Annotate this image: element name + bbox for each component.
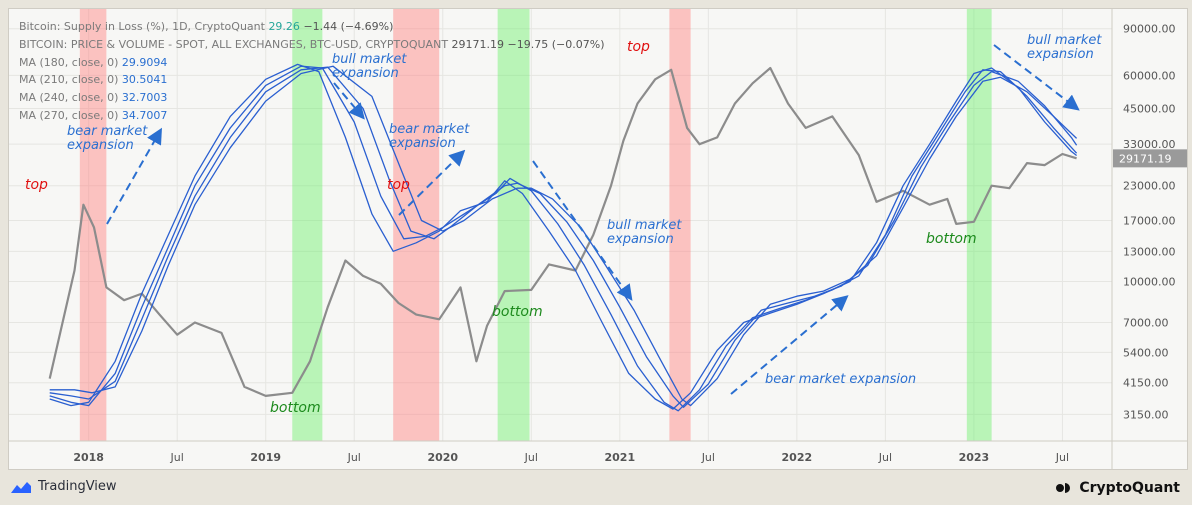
y-tick-label: 5400.00	[1123, 346, 1169, 359]
y-tick-label: 4150.00	[1123, 377, 1169, 390]
cryptoquant-icon	[1056, 483, 1071, 493]
trend-arrow	[993, 44, 1080, 111]
trend-arrow	[730, 295, 849, 395]
tradingview-label: TradingView	[38, 479, 117, 494]
ma-line	[49, 65, 1078, 412]
top-label: top	[25, 177, 48, 193]
bottom-label: bottom	[926, 231, 977, 247]
legend-price-row: BITCOIN: PRICE & VOLUME - SPOT, ALL EXCH…	[19, 36, 605, 54]
x-tick-label: 2021	[604, 451, 635, 464]
x-tick-label: Jul	[170, 451, 184, 464]
legend-ma-label: MA (210, close, 0)	[19, 73, 119, 87]
bottom-label: bottom	[270, 400, 321, 416]
trend-arrow	[106, 127, 162, 225]
legend-ma-label: MA (270, close, 0)	[19, 108, 119, 122]
phase-label: bear market	[389, 122, 470, 137]
y-tick-label: 90000.00	[1123, 23, 1176, 36]
legend-ma-value: 32.7003	[121, 91, 168, 105]
legend-ma-label: MA (180, close, 0)	[19, 55, 119, 69]
x-tick-label: 2022	[782, 451, 813, 464]
phase-label: bear market	[67, 124, 148, 139]
y-tick-label: 17000.00	[1123, 214, 1176, 227]
top-label: top	[387, 177, 410, 193]
trend-arrow	[532, 160, 633, 301]
x-tick-label: Jul	[347, 451, 361, 464]
chart-panel[interactable]: top top top bottom bottom bottom bear market ex…	[8, 8, 1188, 470]
legend-ma-value: 29.9094	[121, 55, 168, 69]
legend-ma-value: 34.7007	[121, 108, 168, 122]
y-tick-label: 45000.00	[1123, 102, 1176, 115]
trend-arrow	[333, 82, 365, 120]
tradingview-icon	[11, 481, 31, 493]
ma-line	[49, 66, 1078, 408]
legend-price-label: BITCOIN: PRICE & VOLUME - SPOT, ALL EXCH…	[19, 37, 449, 51]
legend-ma-row: MA (180, close, 0) 29.9094	[19, 54, 605, 72]
chart-legend: Bitcoin: Supply in Loss (%), 1D, CryptoQ…	[19, 18, 605, 125]
legend-ma-label: MA (240, close, 0)	[19, 91, 119, 105]
cryptoquant-label: CryptoQuant	[1079, 480, 1180, 496]
legend-title-change: −1.44 (−4.69%)	[303, 20, 394, 33]
legend-price-change: −19.75 (−0.07%)	[507, 37, 605, 51]
legend-ma-row: MA (270, close, 0) 34.7007	[19, 107, 605, 125]
bottom-label: bottom	[492, 304, 543, 320]
legend-title: Bitcoin: Supply in Loss (%), 1D, CryptoQ…	[19, 20, 265, 33]
x-tick-label: 2018	[73, 451, 104, 464]
axes: 90000.00 60000.00 45000.00 33000.00 23000.00…	[9, 9, 1187, 469]
ma-line	[49, 63, 1077, 410]
tradingview-logo[interactable]: TradingView	[10, 479, 117, 494]
y-tick-label: 60000.00	[1123, 69, 1176, 82]
phase-label: bull market	[1027, 33, 1102, 48]
y-tick-label: 13000.00	[1123, 245, 1176, 258]
price-tag-label: 29171.19	[1119, 152, 1172, 165]
y-tick-label: 33000.00	[1123, 138, 1176, 151]
phase-label: expansion	[67, 138, 134, 153]
bottom-band	[292, 9, 323, 441]
x-tick-label: Jul	[878, 451, 892, 464]
phase-label: bull market	[332, 52, 407, 67]
x-tick-label: Jul	[701, 451, 715, 464]
x-tick-label: Jul	[1055, 451, 1069, 464]
y-tick-label: 23000.00	[1123, 180, 1176, 193]
phase-label: bear market expansion	[765, 372, 916, 387]
phase-label: expansion	[389, 136, 456, 151]
bottom-band	[497, 9, 530, 441]
phase-label: bull market	[607, 218, 682, 233]
x-tick-label: Jul	[524, 451, 538, 464]
top-band	[669, 9, 691, 441]
price-tag-bg	[1113, 149, 1187, 168]
legend-ma-row: MA (240, close, 0) 32.7003	[19, 89, 605, 107]
phase-label: expansion	[1027, 47, 1094, 62]
y-tick-label: 7000.00	[1123, 317, 1169, 330]
top-label: top	[627, 39, 650, 55]
y-tick-label: 3150.00	[1123, 408, 1169, 421]
phase-label: expansion	[332, 66, 399, 81]
phase-label: expansion	[607, 232, 674, 247]
cryptoquant-logo: CryptoQuant	[1055, 480, 1180, 496]
legend-ma-row: MA (210, close, 0) 30.5041	[19, 71, 605, 89]
legend-title-row: Bitcoin: Supply in Loss (%), 1D, CryptoQ…	[19, 18, 605, 36]
y-tick-label: 10000.00	[1123, 276, 1176, 289]
x-tick-label: 2023	[959, 451, 990, 464]
x-tick-label: 2020	[427, 451, 458, 464]
x-tick-label: 2019	[250, 451, 281, 464]
legend-title-value: 29.26	[268, 20, 300, 33]
legend-price-value: 29171.19	[451, 37, 505, 51]
legend-ma-value: 30.5041	[121, 73, 168, 87]
trend-arrow	[398, 149, 466, 216]
